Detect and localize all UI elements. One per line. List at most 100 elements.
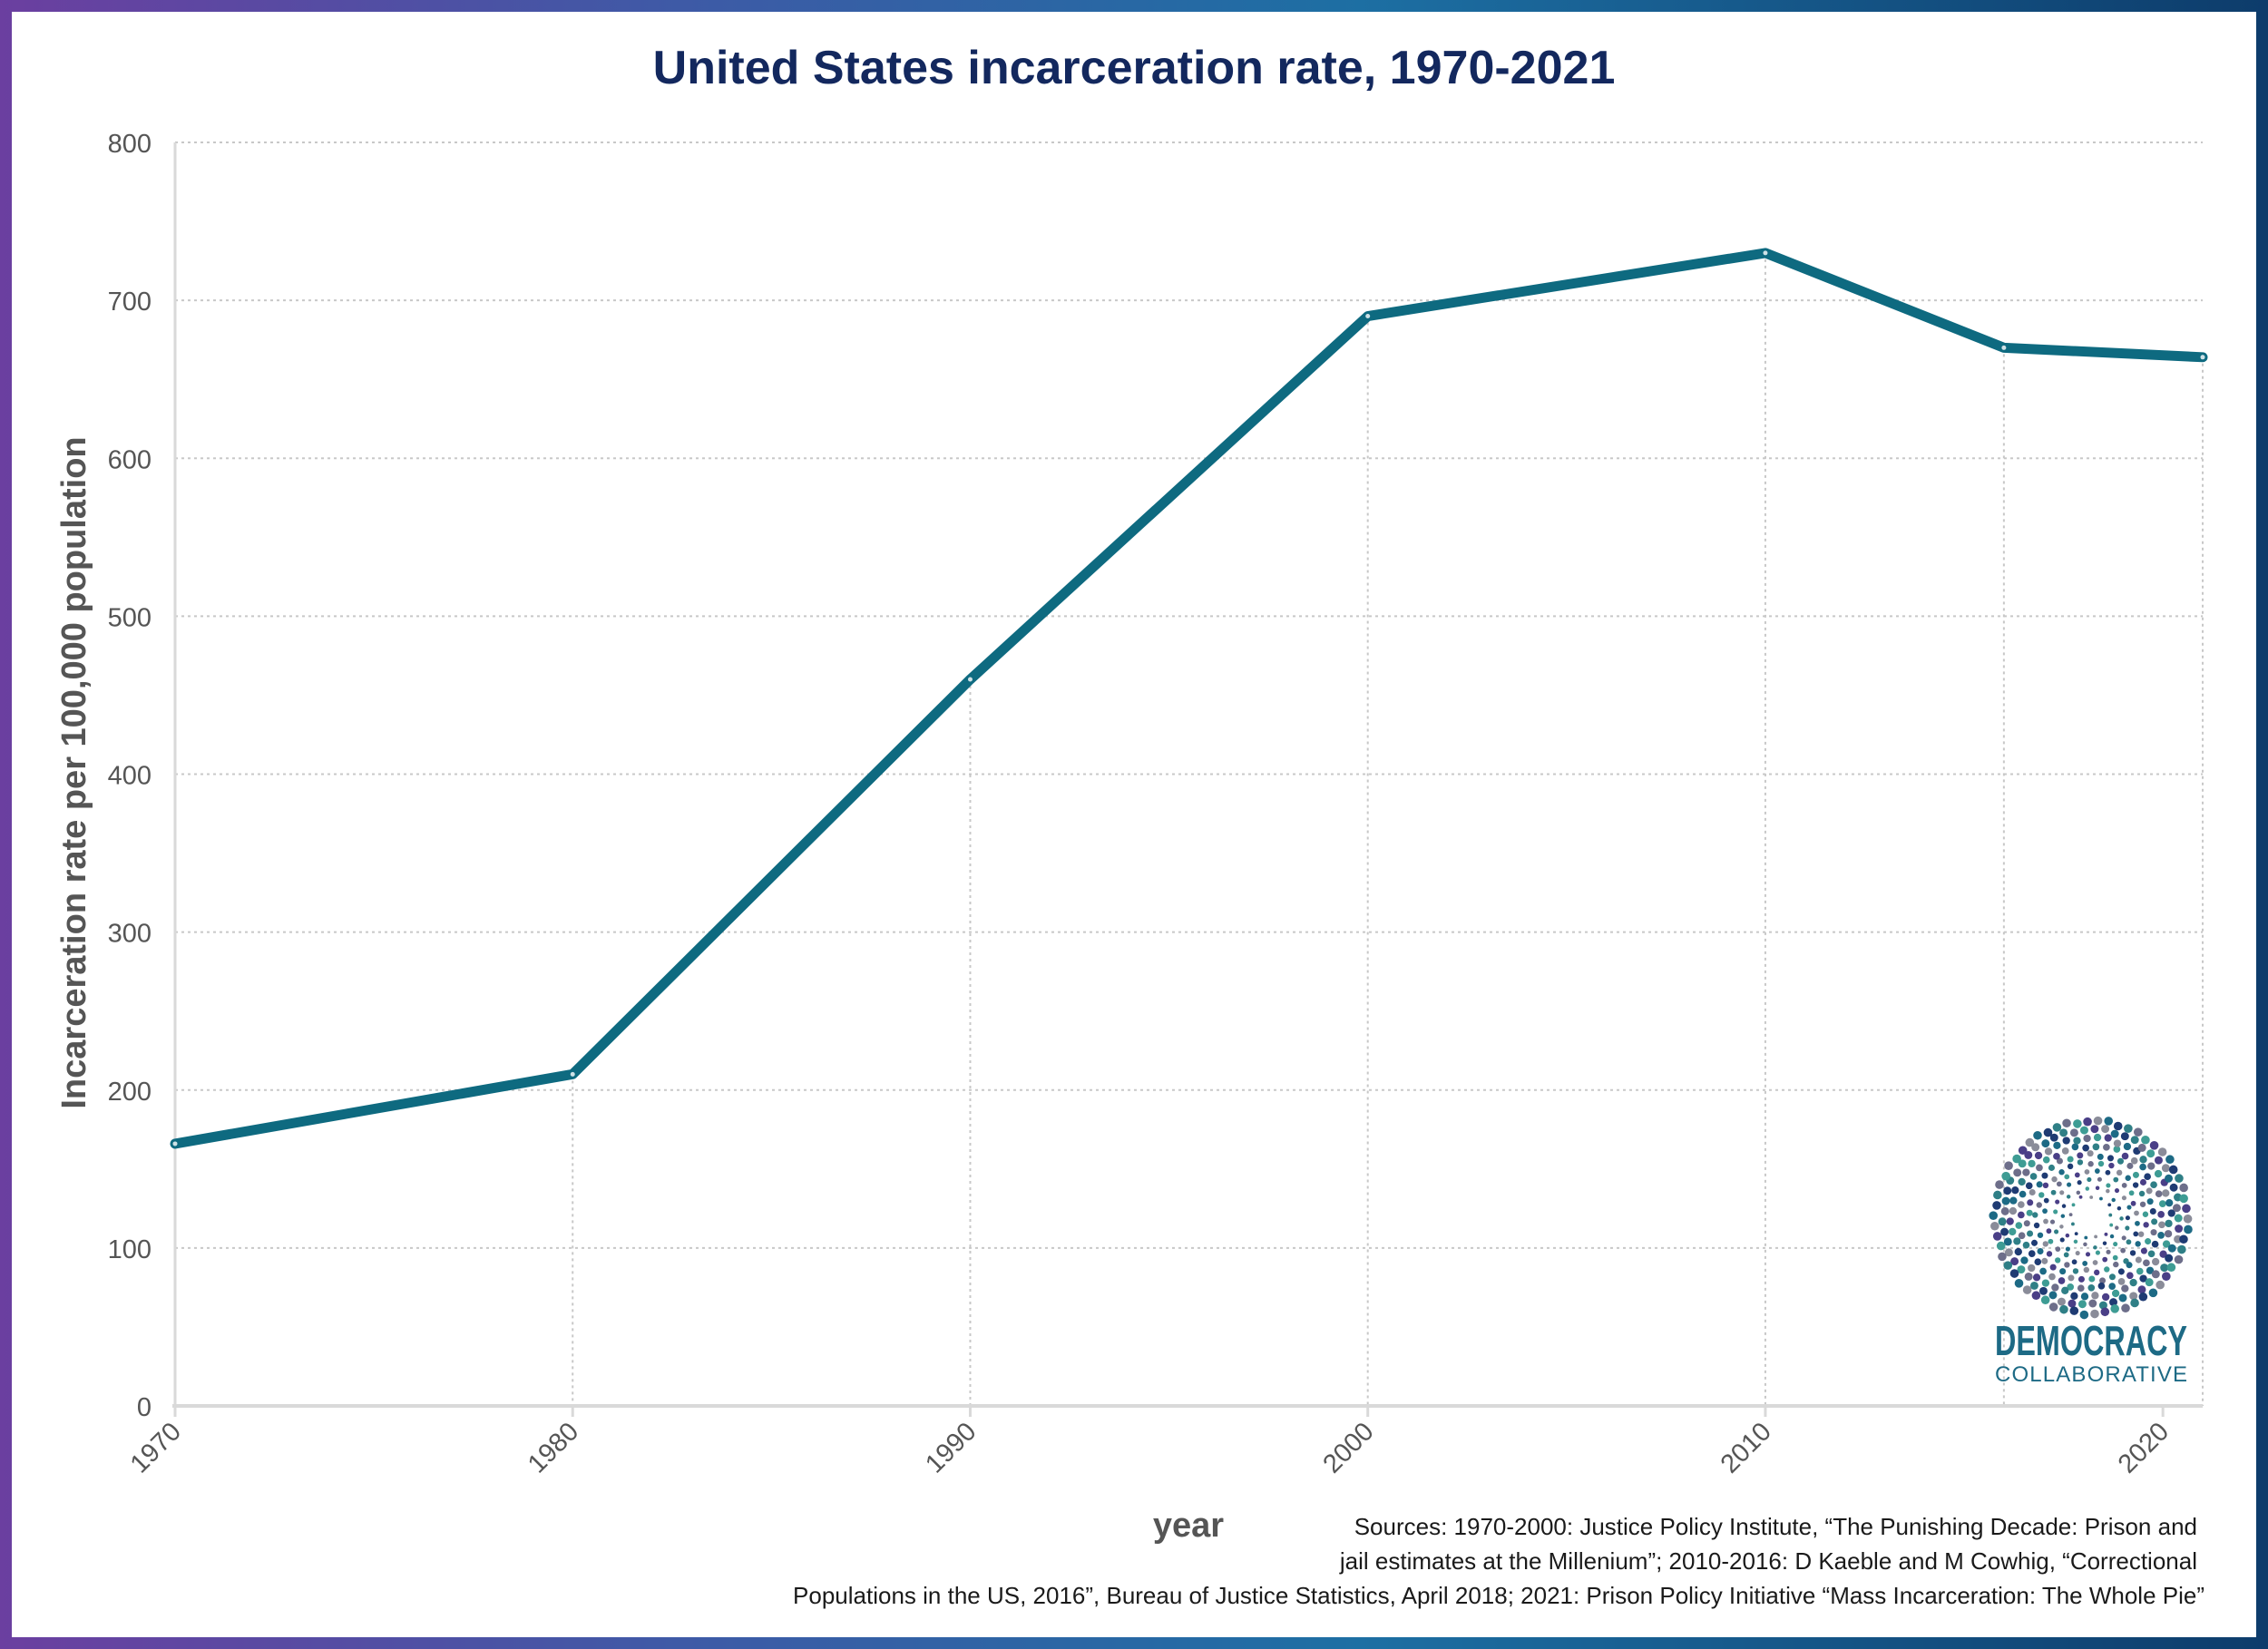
logo-dot [2059, 1225, 2064, 1229]
logo-dot [2089, 1195, 2094, 1199]
logo-dot [2036, 1164, 2043, 1172]
logo-dot [2084, 1235, 2088, 1240]
logo-dot [2018, 1232, 2026, 1240]
logo-dot [2026, 1209, 2033, 1216]
logo-dot [2177, 1244, 2186, 1254]
logo-dot [2121, 1182, 2127, 1188]
logo-dot [2083, 1266, 2090, 1273]
sources-line-2: jail estimates at the Millenium”; 2010-2… [1339, 1547, 2197, 1575]
logo-dot [2105, 1169, 2111, 1176]
logo-dot [2022, 1285, 2032, 1294]
logo-dot [2137, 1143, 2146, 1152]
x-tick-labels: 1970 1980 1990 2000 2010 2020 [125, 1406, 2175, 1479]
logo-dot [2146, 1266, 2155, 1274]
logo-dot [2179, 1194, 2188, 1204]
logo-dot [2098, 1301, 2107, 1310]
logo-dot [2077, 1284, 2085, 1293]
logo-dot [1998, 1252, 2007, 1262]
logo-dot [2154, 1169, 2163, 1178]
logo-dot [2104, 1232, 2108, 1236]
logo-dot [2003, 1186, 2012, 1195]
logo-dot [2175, 1225, 2184, 1234]
logo-dot [2113, 1146, 2121, 1153]
logo-dot [2000, 1206, 2009, 1215]
logo-dot [2058, 1169, 2065, 1176]
logo-dot [2101, 1293, 2110, 1302]
logo-dot [2064, 1262, 2070, 1268]
logo-dot [2032, 1273, 2041, 1282]
logo-dot [2182, 1204, 2191, 1214]
logo-dot [2165, 1155, 2175, 1165]
logo-dot [2029, 1173, 2038, 1180]
logo-dot [2113, 1261, 2119, 1268]
logo-dot [1992, 1232, 2002, 1241]
logo-dot [2001, 1196, 2010, 1205]
logo-dot [2083, 1134, 2091, 1143]
logo-dot [2067, 1283, 2075, 1291]
logo-dot [2032, 1212, 2038, 1218]
logo-dot [2037, 1248, 2044, 1255]
logo-dot [2121, 1284, 2129, 1293]
logo-dot [2078, 1195, 2083, 1199]
logo-dot [2148, 1288, 2158, 1298]
x-tick-1990: 1990 [920, 1417, 982, 1478]
logo-dot [2092, 1143, 2100, 1151]
logo-dot [2051, 1176, 2058, 1183]
logo-dot [2125, 1225, 2130, 1231]
logo-dot [2034, 1258, 2042, 1266]
logo-dot [2108, 1283, 2116, 1290]
logo-dot [2149, 1207, 2156, 1215]
logo-dot [2112, 1254, 2118, 1261]
logo-dot [2041, 1257, 2048, 1264]
logo-dot [2018, 1177, 2026, 1186]
logo-dot [2135, 1220, 2140, 1226]
logo-dot [2143, 1222, 2149, 1228]
logo-dot [2058, 1277, 2066, 1284]
y-tick-300: 300 [108, 920, 152, 949]
logo-dot [1993, 1190, 2002, 1200]
logo-dot [2080, 1293, 2089, 1301]
logo-dot [2126, 1262, 2133, 1269]
logo-dot [2130, 1200, 2136, 1206]
logo-dot [2059, 1190, 2065, 1195]
logo-dot [2157, 1211, 2165, 1218]
y-tick-0: 0 [137, 1393, 152, 1422]
logo-dot [2150, 1229, 2157, 1236]
sources-line-1: Sources: 1970-2000: Justice Policy Insti… [1354, 1513, 2197, 1540]
logo-dot [2094, 1168, 2100, 1174]
logo-dot [2083, 1242, 2087, 1247]
y-tick-600: 600 [108, 445, 152, 474]
logo-dot [2065, 1246, 2070, 1252]
logo-dot [2030, 1239, 2038, 1246]
logo-dot [2038, 1192, 2045, 1198]
logo-dot [2139, 1163, 2146, 1171]
logo-dot [2146, 1149, 2156, 1158]
logo-dot [2160, 1264, 2169, 1273]
y-tick-700: 700 [108, 288, 152, 317]
logo-dot [2145, 1278, 2154, 1287]
logo-dot [2059, 1304, 2068, 1314]
logo-dot [2133, 1127, 2143, 1137]
logo-dot [2073, 1137, 2081, 1145]
logo-dot [2130, 1136, 2139, 1145]
logo-dot [2157, 1147, 2167, 1156]
logo-dot [2077, 1300, 2087, 1309]
data-point-2000 [1365, 314, 1371, 319]
grid-lines [175, 141, 2204, 1406]
logo-dot [2095, 1250, 2100, 1255]
logo-dot [2175, 1174, 2184, 1183]
logo-dot [2048, 1164, 2055, 1171]
logo-dot [2043, 1218, 2048, 1225]
logo-dot [2067, 1156, 2074, 1163]
logo-dot [2072, 1268, 2079, 1274]
logo-dot [2147, 1162, 2156, 1170]
sources-note: Sources: 1970-2000: Justice Policy Insti… [793, 1513, 2204, 1609]
logo-dot [2169, 1183, 2178, 1192]
logo-dot [2092, 1260, 2098, 1265]
logo-dot [2111, 1289, 2120, 1298]
logo-dot [2053, 1152, 2060, 1160]
logo-dot [2121, 1303, 2130, 1313]
sources-line-3: Populations in the US, 2016”, Bureau of … [793, 1582, 2204, 1609]
logo-dot [2174, 1214, 2183, 1223]
logo-dot [2059, 1128, 2068, 1137]
